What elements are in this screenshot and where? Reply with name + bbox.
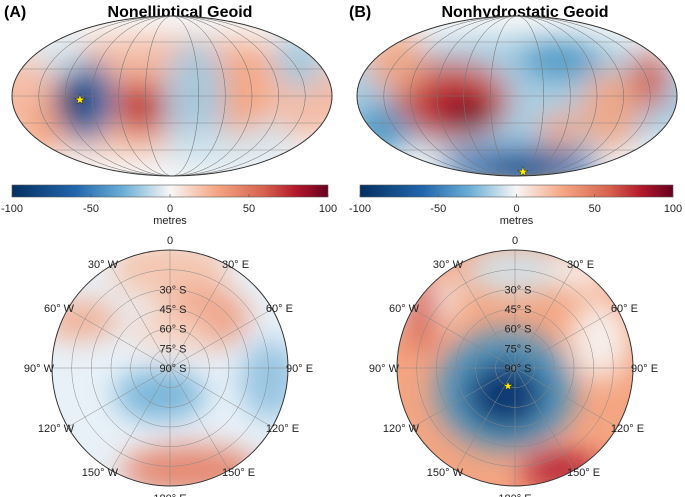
global-map (357, 16, 677, 176)
geoid-anomaly (485, 162, 565, 176)
longitude-label: 180° E (498, 493, 531, 497)
colorbar-tick-label: 0 (167, 203, 173, 215)
graticule-meridian (65, 16, 279, 176)
longitude-label: 60° E (266, 303, 293, 315)
longitude-label: 150° E (567, 467, 600, 479)
panel-letter: (B) (349, 4, 371, 21)
graticule-meridian (91, 16, 253, 176)
graticule-meridian (410, 16, 624, 176)
star-marker: ★ (74, 92, 86, 107)
colorbar-tick-label: 100 (664, 203, 682, 215)
longitude-label: 90° E (286, 363, 313, 375)
colorbar-tick-label: -50 (83, 203, 99, 215)
geoid-anomaly (445, 100, 495, 130)
geoid-anomaly (20, 100, 60, 160)
longitude-label: 30° E (567, 259, 594, 271)
longitude-label: 180° E (153, 493, 186, 497)
longitude-label: 30° W (433, 259, 464, 271)
polar-map (52, 250, 288, 486)
geoid-anomaly (357, 105, 410, 155)
geoid-anomaly (465, 360, 545, 430)
geoid-anomaly (520, 40, 600, 80)
geoid-anomaly (580, 70, 640, 150)
latitude-label: 45° S (504, 304, 531, 316)
graticule-meridian (436, 16, 598, 176)
panel-title: Nonhydrostatic Geoid (441, 4, 608, 21)
colorbar-unit: metres (153, 215, 187, 227)
colorbar-tick-label: 50 (243, 203, 255, 215)
longitude-label: 90° E (631, 363, 658, 375)
panel-letter: (A) (4, 4, 26, 21)
longitude-label: 60° W (389, 303, 420, 315)
latitude-label: 30° S (504, 284, 531, 296)
geoid-anomaly (115, 370, 205, 420)
longitude-label: 150° W (427, 467, 464, 479)
geoid-anomaly (57, 78, 93, 122)
geoid-anomaly (275, 30, 325, 90)
longitude-label: 90° W (24, 363, 55, 375)
graticule-meridian (145, 16, 199, 176)
latitude-label: 45° S (159, 304, 186, 316)
colorbar-tick-label: -50 (430, 203, 446, 215)
latitude-label: 75° S (504, 343, 531, 355)
graticule-meridian (38, 16, 306, 176)
colorbar-tick-label: 0 (513, 203, 519, 215)
graticule-meridian (455, 265, 575, 471)
geoid-anomaly (540, 110, 580, 150)
graticule-meridian (383, 16, 651, 176)
colorbar-tick-label: -100 (1, 203, 23, 215)
polar-outline (51, 249, 289, 487)
star-marker: ★ (503, 379, 514, 393)
longitude-label: 150° W (82, 467, 119, 479)
colorbar-tick-label: 50 (589, 203, 601, 215)
geoid-field (12, 30, 332, 170)
geoid-anomaly (223, 45, 267, 145)
geoid-anomaly (240, 340, 288, 420)
longitude-label: 60° W (44, 303, 75, 315)
longitude-label: 0 (512, 235, 518, 247)
colorbar-tick-label: -100 (349, 203, 371, 215)
map-outline (11, 15, 333, 177)
graticule-meridian (118, 16, 226, 176)
colorbar-unit: metres (500, 215, 534, 227)
latitude-label: 90° S (504, 363, 531, 375)
map-outline (356, 15, 678, 177)
longitude-label: 150° E (222, 467, 255, 479)
geoid-anomaly (127, 92, 163, 128)
longitude-label: 60° E (611, 303, 638, 315)
longitude-label: 120° W (383, 423, 420, 435)
longitude-label: 30° E (222, 259, 249, 271)
graticule-meridian (110, 265, 230, 471)
longitude-label: 30° W (88, 259, 119, 271)
latitude-label: 75° S (159, 343, 186, 355)
geoid-anomaly (570, 300, 630, 380)
longitude-label: 120° E (266, 423, 299, 435)
latitude-label: 30° S (159, 284, 186, 296)
graticule-meridian (463, 16, 571, 176)
longitude-label: 90° W (369, 363, 400, 375)
latitude-label: 60° S (159, 324, 186, 336)
latitude-label: 60° S (504, 324, 531, 336)
latitude-label: 90° S (159, 363, 186, 375)
colorbar-tick-label: 100 (319, 203, 337, 215)
longitude-label: 120° E (611, 423, 644, 435)
polar-outline (396, 249, 634, 487)
geoid-anomaly (245, 120, 295, 160)
graticule-meridian (490, 16, 544, 176)
star-marker: ★ (517, 164, 529, 179)
longitude-label: 0 (167, 235, 173, 247)
global-map (12, 16, 332, 176)
longitude-label: 120° W (38, 423, 75, 435)
